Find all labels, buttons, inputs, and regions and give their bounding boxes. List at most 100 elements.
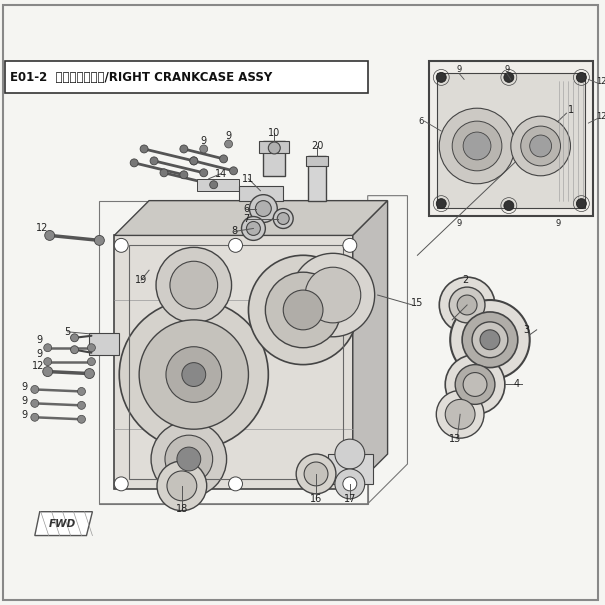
Circle shape <box>249 195 277 223</box>
Circle shape <box>88 344 96 352</box>
Bar <box>430 62 594 215</box>
Circle shape <box>224 140 232 148</box>
Bar <box>129 246 343 479</box>
Circle shape <box>335 469 365 499</box>
Circle shape <box>180 171 188 178</box>
Circle shape <box>504 201 514 211</box>
Circle shape <box>577 198 586 209</box>
Circle shape <box>139 320 249 429</box>
Text: 5: 5 <box>65 327 71 337</box>
Circle shape <box>77 401 85 410</box>
Circle shape <box>160 169 168 177</box>
Circle shape <box>436 73 446 82</box>
Circle shape <box>452 121 502 171</box>
Text: 11: 11 <box>243 174 255 184</box>
Circle shape <box>304 462 328 486</box>
Circle shape <box>130 159 138 167</box>
Circle shape <box>229 477 243 491</box>
Circle shape <box>156 247 232 323</box>
Circle shape <box>504 73 514 82</box>
Circle shape <box>463 373 487 396</box>
Circle shape <box>77 415 85 423</box>
Circle shape <box>511 116 571 176</box>
Text: 9: 9 <box>22 410 28 420</box>
Text: 12: 12 <box>31 361 44 371</box>
Circle shape <box>31 385 39 393</box>
Circle shape <box>246 221 260 235</box>
Circle shape <box>305 267 361 323</box>
Text: 12: 12 <box>596 112 605 120</box>
Bar <box>197 178 238 191</box>
Circle shape <box>445 355 505 414</box>
Circle shape <box>114 238 128 252</box>
Circle shape <box>291 253 374 337</box>
Circle shape <box>71 334 79 342</box>
Circle shape <box>436 198 446 209</box>
Circle shape <box>343 477 357 491</box>
Circle shape <box>200 145 208 153</box>
Circle shape <box>220 155 227 163</box>
Circle shape <box>343 238 357 252</box>
Text: 6: 6 <box>419 117 424 126</box>
Circle shape <box>436 390 484 438</box>
Bar <box>437 73 586 208</box>
Circle shape <box>31 413 39 421</box>
Bar <box>308 156 326 201</box>
Text: 3: 3 <box>524 325 530 335</box>
Polygon shape <box>114 235 353 489</box>
Circle shape <box>157 461 207 511</box>
Circle shape <box>439 108 515 184</box>
Text: 16: 16 <box>310 494 322 504</box>
Circle shape <box>167 471 197 501</box>
Circle shape <box>45 231 54 240</box>
Polygon shape <box>353 201 388 489</box>
Text: 20: 20 <box>311 141 323 151</box>
Circle shape <box>88 358 96 365</box>
Text: 9: 9 <box>201 136 207 146</box>
Circle shape <box>210 181 218 189</box>
Circle shape <box>480 330 500 350</box>
Circle shape <box>71 345 79 354</box>
Circle shape <box>335 439 365 469</box>
Text: 4: 4 <box>514 379 520 390</box>
Circle shape <box>463 132 491 160</box>
Text: FWD: FWD <box>49 518 76 529</box>
Circle shape <box>229 167 238 175</box>
Circle shape <box>472 322 508 358</box>
Circle shape <box>241 217 266 240</box>
Text: 9: 9 <box>504 65 509 74</box>
Text: 9: 9 <box>457 219 462 228</box>
Bar <box>306 156 328 166</box>
Circle shape <box>273 209 293 229</box>
Text: 9: 9 <box>22 382 28 393</box>
Text: 12: 12 <box>36 223 48 234</box>
Circle shape <box>43 367 53 376</box>
Circle shape <box>439 277 495 333</box>
Text: 14: 14 <box>215 169 227 179</box>
Circle shape <box>277 212 289 224</box>
Circle shape <box>150 157 158 165</box>
Bar <box>263 141 285 176</box>
Circle shape <box>177 447 201 471</box>
Text: 1: 1 <box>568 105 575 115</box>
Text: E01-2  右曲轴算分总成/RIGHT CRANKCASE ASSY: E01-2 右曲轴算分总成/RIGHT CRANKCASE ASSY <box>10 71 272 84</box>
Circle shape <box>462 312 518 368</box>
Circle shape <box>455 365 495 404</box>
Circle shape <box>249 255 358 365</box>
Circle shape <box>269 142 280 154</box>
Text: 12: 12 <box>596 77 605 86</box>
Circle shape <box>449 287 485 323</box>
Circle shape <box>166 347 221 402</box>
Text: 9: 9 <box>457 65 462 74</box>
Circle shape <box>457 295 477 315</box>
Text: 9: 9 <box>22 396 28 407</box>
Circle shape <box>170 261 218 309</box>
Text: 9: 9 <box>37 348 43 359</box>
Circle shape <box>450 300 530 379</box>
Circle shape <box>229 238 243 252</box>
Text: 18: 18 <box>175 504 188 514</box>
Circle shape <box>577 73 586 82</box>
Circle shape <box>190 157 198 165</box>
Bar <box>99 201 368 504</box>
Circle shape <box>119 300 269 449</box>
